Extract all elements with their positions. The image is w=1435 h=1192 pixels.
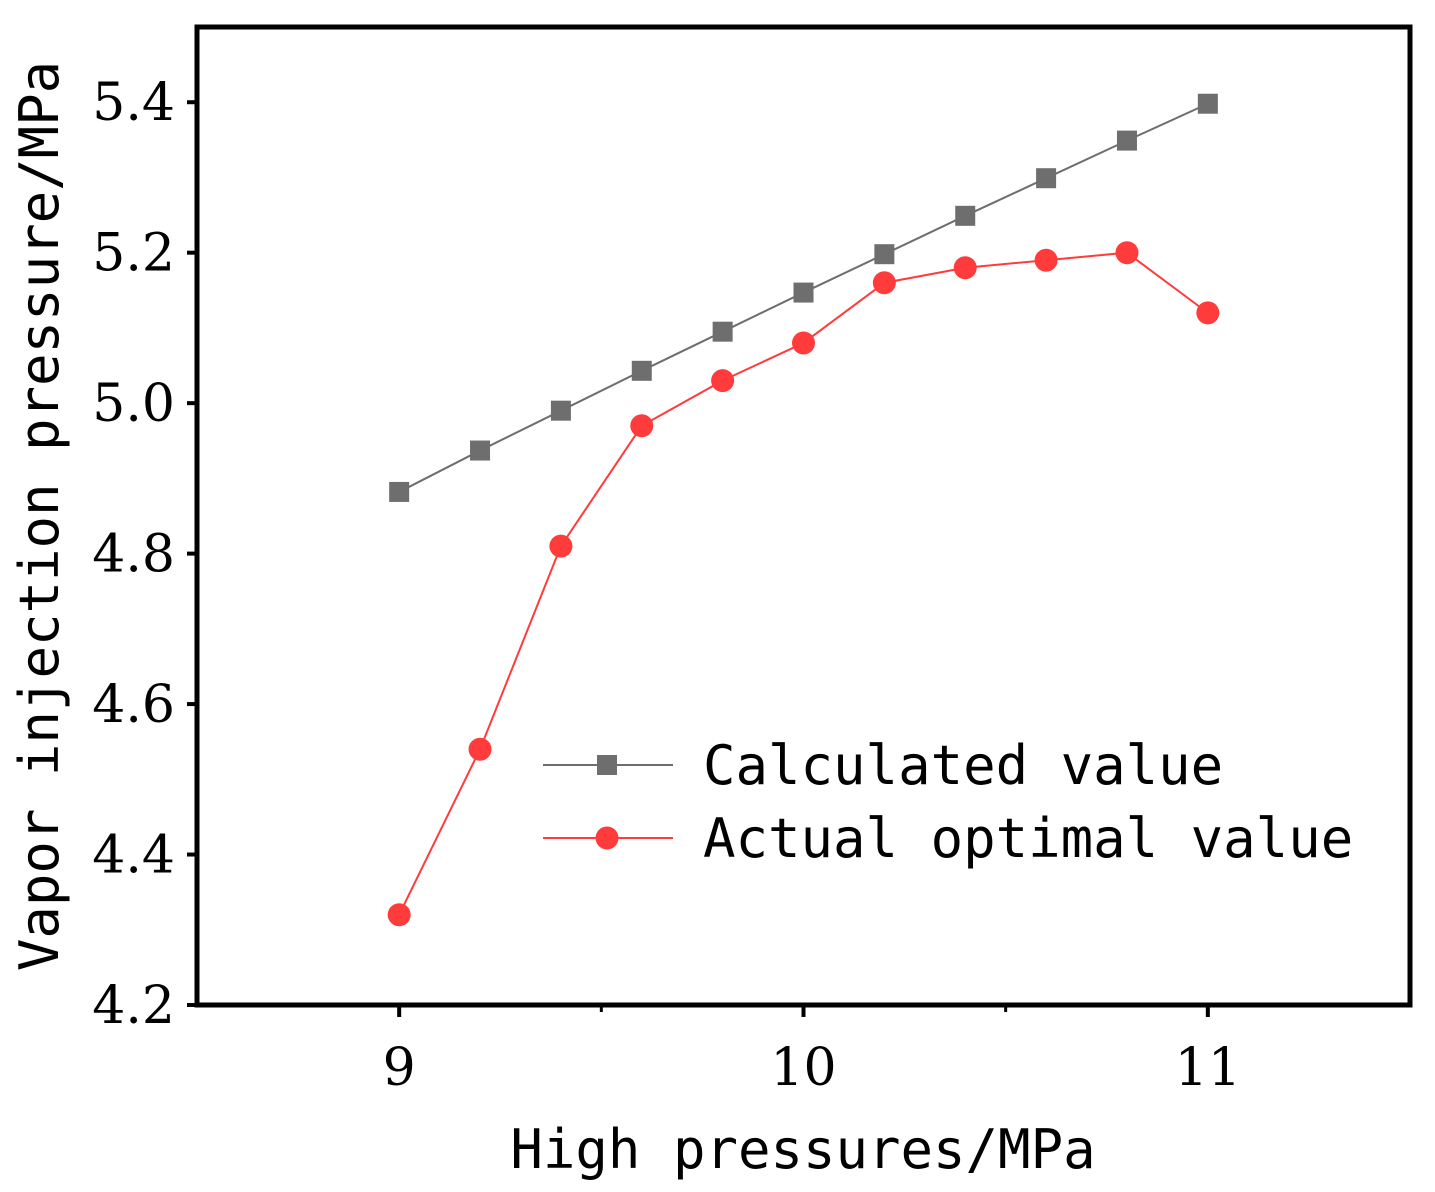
y-axis-title: Vapor injection pressure/MPa <box>8 61 71 971</box>
data-point-calculated <box>389 481 410 502</box>
series-layer <box>387 93 1220 927</box>
data-point-actual <box>792 331 815 355</box>
data-point-actual <box>387 903 411 927</box>
x-tick-label: 10 <box>770 1038 836 1098</box>
data-point-calculated <box>874 244 895 265</box>
legend-label-2: Actual optimal value <box>703 807 1353 870</box>
data-point-actual <box>953 256 977 280</box>
y-tick-label: 5.2 <box>92 224 175 284</box>
data-point-actual <box>872 271 896 295</box>
data-point-actual <box>468 737 492 761</box>
x-axis-title: High pressures/MPa <box>510 1118 1095 1181</box>
y-tick-label: 4.2 <box>92 976 175 1036</box>
data-point-actual <box>711 369 735 393</box>
data-point-calculated <box>1036 168 1057 189</box>
y-tick-label: 4.8 <box>92 525 175 585</box>
data-point-calculated <box>955 205 976 226</box>
legend-label-1: Calculated value <box>703 734 1223 797</box>
y-tick-label: 4.4 <box>92 826 175 886</box>
data-point-actual <box>1034 248 1058 272</box>
data-point-calculated <box>550 400 571 421</box>
data-point-actual <box>630 414 654 438</box>
legend-marker-square <box>597 755 617 775</box>
y-tick-label: 5.4 <box>92 73 175 133</box>
data-point-calculated <box>712 321 733 342</box>
legend-marker-circle <box>595 826 619 850</box>
data-point-calculated <box>631 360 652 381</box>
data-point-calculated <box>1116 130 1137 151</box>
data-point-calculated <box>470 440 491 461</box>
data-point-actual <box>1196 301 1220 325</box>
data-point-actual <box>1115 241 1139 265</box>
y-tick-label: 5.0 <box>92 374 175 434</box>
data-point-calculated <box>793 282 814 303</box>
x-tick-label: 9 <box>383 1038 416 1098</box>
x-tick-label: 11 <box>1175 1038 1241 1098</box>
data-point-calculated <box>1197 93 1218 114</box>
data-point-actual <box>549 534 573 558</box>
y-tick-label: 4.6 <box>92 675 175 735</box>
axis-ticks: 4.2 4.4 4.6 4.8 5.0 5.2 5.4 9 10 11 <box>92 73 1241 1098</box>
legend: Calculated value Actual optimal value <box>543 734 1353 870</box>
